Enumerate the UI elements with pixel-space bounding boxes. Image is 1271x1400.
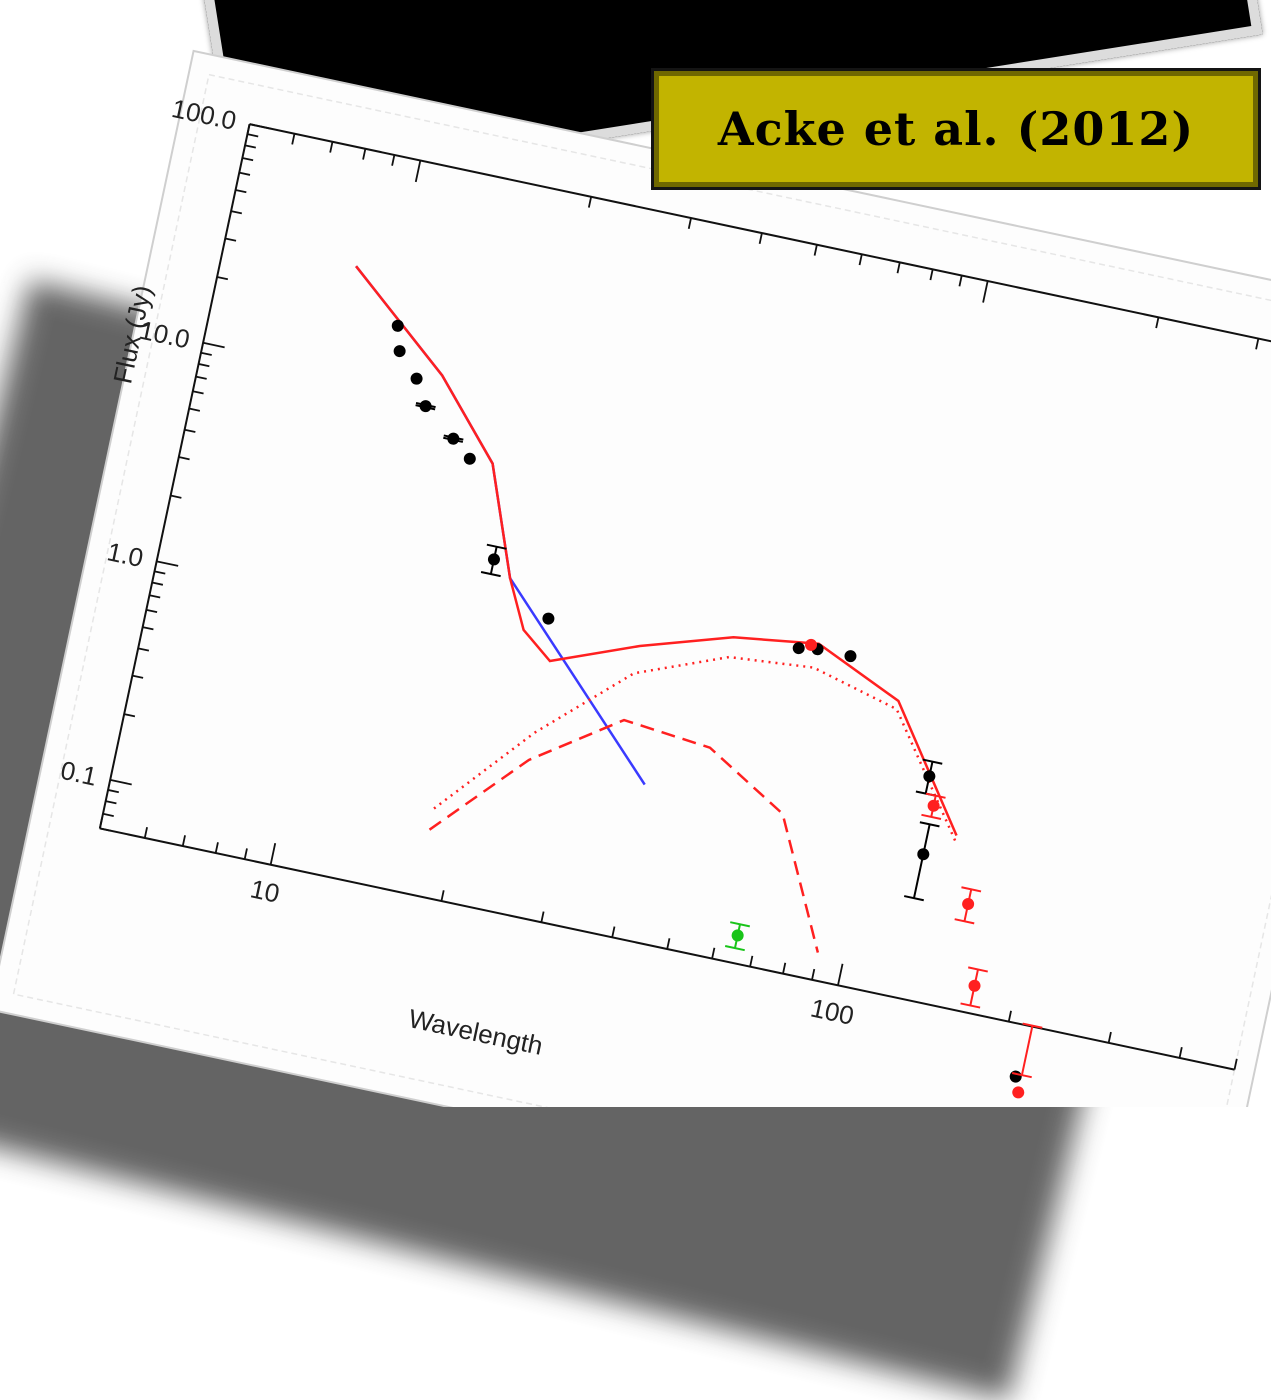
- paper-sheet: [0, 51, 1271, 1107]
- x-tick-label: 10: [248, 873, 283, 908]
- citation-badge: Acke et al. (2012): [651, 68, 1261, 190]
- citation-text: Acke et al. (2012): [718, 102, 1194, 156]
